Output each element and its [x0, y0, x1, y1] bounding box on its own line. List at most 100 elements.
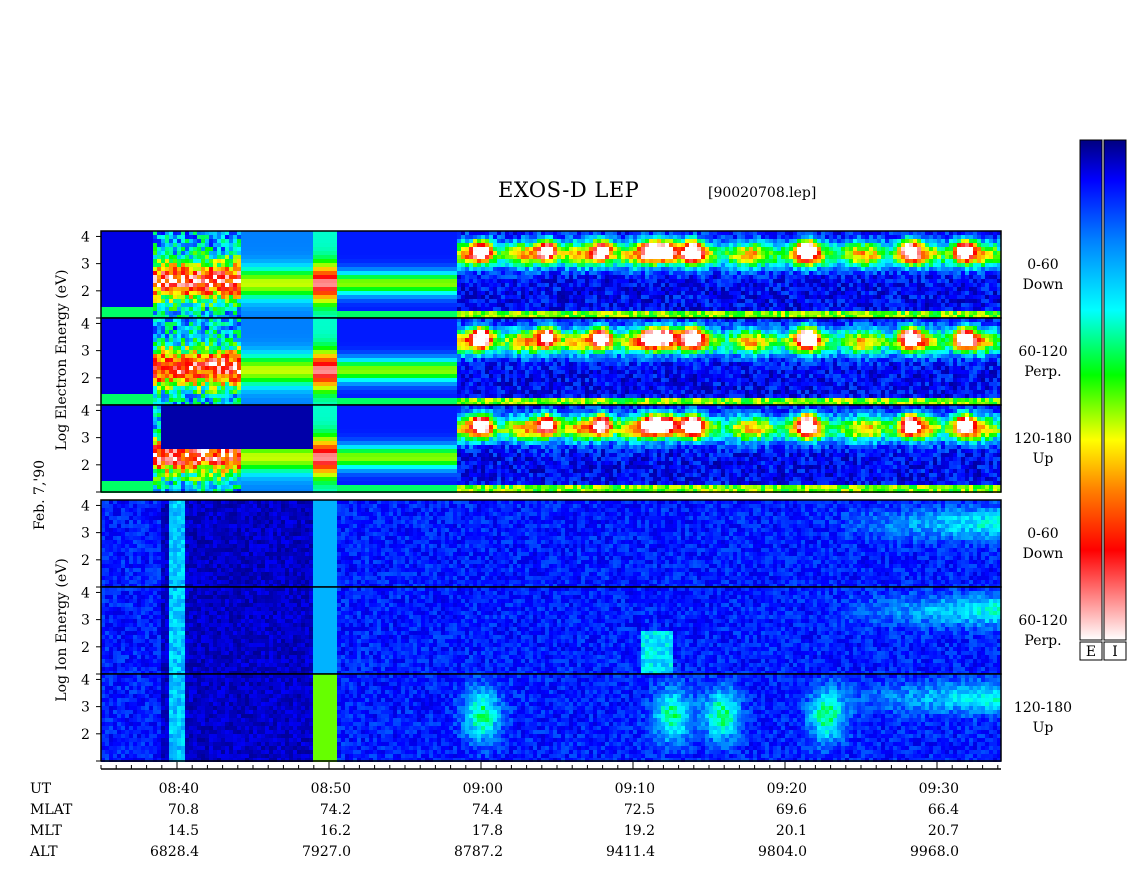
heatmap-cell — [881, 279, 885, 283]
heatmap-cell — [773, 303, 777, 307]
heatmap-cell — [929, 315, 933, 319]
heatmap-cell — [505, 267, 509, 271]
heatmap-cell — [861, 287, 865, 291]
heatmap-cell — [265, 259, 269, 263]
heatmap-cell — [141, 283, 145, 287]
heatmap-cell — [457, 291, 461, 295]
heatmap-cell — [421, 235, 425, 239]
heatmap-cell — [641, 255, 645, 259]
heatmap-cell — [921, 275, 925, 279]
heatmap-cell — [881, 307, 885, 311]
heatmap-cell — [705, 275, 709, 279]
heatmap-cell — [877, 259, 881, 263]
heatmap-cell — [173, 283, 177, 287]
heatmap-cell — [841, 239, 845, 243]
heatmap-cell — [693, 311, 697, 315]
heatmap-cell — [553, 231, 557, 235]
heatmap-cell — [797, 295, 801, 299]
heatmap-cell — [269, 303, 273, 307]
heatmap-cell — [733, 283, 737, 287]
heatmap-cell — [381, 235, 385, 239]
heatmap-cell — [645, 275, 649, 279]
heatmap-cell — [589, 231, 593, 235]
heatmap-cell — [257, 251, 261, 255]
heatmap-cell — [513, 283, 517, 287]
heatmap-cell — [421, 275, 425, 279]
heatmap-cell — [889, 255, 893, 259]
heatmap-cell — [885, 287, 889, 291]
heatmap-cell — [181, 243, 185, 247]
heatmap-cell — [933, 267, 937, 271]
heatmap-cell — [801, 239, 805, 243]
heatmap-cell — [325, 279, 329, 283]
heatmap-cell — [713, 295, 717, 299]
heatmap-cell — [625, 311, 629, 315]
heatmap-cell — [561, 247, 565, 251]
heatmap-cell — [189, 255, 193, 259]
heatmap-cell — [221, 311, 225, 315]
heatmap-cell — [601, 315, 605, 319]
heatmap-cell — [897, 303, 901, 307]
heatmap-cell — [521, 235, 525, 239]
heatmap-cell — [101, 231, 105, 235]
heatmap-cell — [585, 255, 589, 259]
heatmap-cell — [389, 275, 393, 279]
heatmap-cell — [273, 275, 277, 279]
heatmap-cell — [565, 275, 569, 279]
heatmap-cell — [453, 307, 457, 311]
heatmap-cell — [105, 350, 109, 354]
heatmap-cell — [809, 231, 813, 235]
heatmap-cell — [245, 307, 249, 311]
heatmap-cell — [585, 267, 589, 271]
heatmap-cell — [773, 287, 777, 291]
heatmap-cell — [569, 279, 573, 283]
heatmap-cell — [325, 255, 329, 259]
heatmap-cell — [741, 275, 745, 279]
heatmap-cell — [125, 267, 129, 271]
heatmap-cell — [189, 231, 193, 235]
heatmap-cell — [357, 279, 361, 283]
heatmap-cell — [877, 275, 881, 279]
heatmap-cell — [797, 315, 801, 319]
heatmap-cell — [793, 271, 797, 275]
heatmap-cell — [317, 271, 321, 275]
heatmap-cell — [857, 283, 861, 287]
heatmap-cell — [437, 307, 441, 311]
heatmap-cell — [125, 303, 129, 307]
heatmap-cell — [349, 271, 353, 275]
heatmap-cell — [617, 275, 621, 279]
heatmap-cell — [105, 358, 109, 362]
heatmap-cell — [133, 299, 137, 303]
heatmap-cell — [185, 291, 189, 295]
heatmap-cell — [233, 255, 237, 259]
heatmap-cell — [557, 231, 561, 235]
heatmap-cell — [605, 243, 609, 247]
heatmap-cell — [265, 235, 269, 239]
heatmap-cell — [153, 299, 157, 303]
heatmap-cell — [977, 239, 981, 243]
heatmap-cell — [217, 303, 221, 307]
heatmap-cell — [385, 275, 389, 279]
heatmap-cell — [561, 259, 565, 263]
heatmap-cell — [721, 291, 725, 295]
heatmap-cell — [485, 239, 489, 243]
heatmap-cell — [885, 303, 889, 307]
heatmap-cell — [521, 283, 525, 287]
heatmap-cell — [865, 247, 869, 251]
heatmap-cell — [977, 275, 981, 279]
heatmap-cell — [673, 271, 677, 275]
heatmap-cell — [701, 303, 705, 307]
heatmap-cell — [193, 235, 197, 239]
heatmap-cell — [873, 299, 877, 303]
heatmap-cell — [317, 299, 321, 303]
heatmap-cell — [373, 311, 377, 315]
heatmap-cell — [785, 263, 789, 267]
heatmap-cell — [477, 315, 481, 319]
heatmap-cell — [145, 307, 149, 311]
heatmap-cell — [657, 275, 661, 279]
heatmap-cell — [933, 279, 937, 283]
heatmap-cell — [633, 263, 637, 267]
heatmap-cell — [273, 279, 277, 283]
heatmap-cell — [601, 311, 605, 315]
